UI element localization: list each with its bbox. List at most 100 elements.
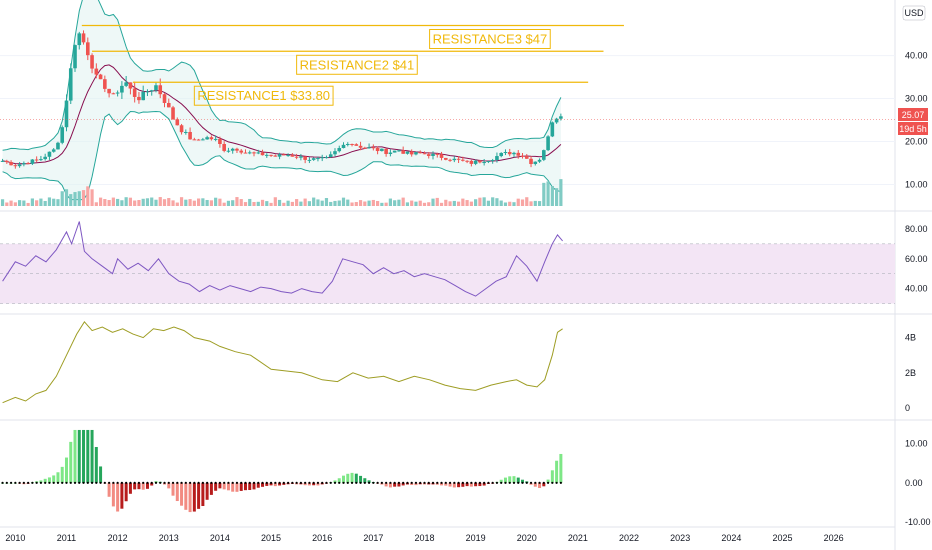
volume-bar	[248, 198, 252, 206]
volume-bar	[358, 200, 363, 206]
candle-body	[158, 85, 163, 95]
volume-bar	[508, 201, 512, 206]
volume-bar	[448, 201, 452, 206]
volume-bar	[22, 200, 26, 206]
volume-bar	[478, 197, 482, 206]
histogram-zero-dot	[312, 481, 315, 484]
volume-bar	[0, 199, 5, 206]
histogram-bar	[86, 429, 90, 483]
volume-bar	[226, 200, 231, 206]
candle-body	[426, 154, 431, 156]
histogram-bar	[465, 482, 469, 487]
candle-body	[316, 158, 320, 160]
candle-body	[51, 149, 56, 152]
x-tick-label: 2024	[721, 533, 741, 543]
histogram-zero-dot	[529, 481, 533, 484]
volume-bar	[295, 199, 299, 206]
candle-body	[537, 159, 542, 162]
volume-bar	[469, 201, 473, 206]
candle-body	[277, 154, 282, 157]
histogram-zero-dot	[500, 481, 503, 484]
histogram-zero-dot	[44, 481, 47, 484]
candle-body	[499, 152, 503, 157]
volume-bar	[30, 198, 34, 206]
histogram-bar	[128, 482, 132, 494]
candle-body	[439, 154, 444, 158]
y-tick-label: 40.00	[905, 284, 928, 294]
histogram-bar	[550, 470, 554, 483]
histogram-zero-dot	[282, 481, 285, 484]
histogram-bar	[82, 429, 86, 483]
x-tick-label: 2018	[414, 533, 434, 543]
histogram-zero-dot	[248, 481, 251, 484]
histogram-zero-dot	[427, 481, 430, 484]
candle-body	[162, 94, 167, 103]
histogram-bar	[111, 482, 115, 507]
histogram-zero-dot	[402, 481, 405, 484]
volume-bar	[94, 202, 98, 206]
volume-bar	[205, 199, 209, 206]
histogram-zero-dot	[223, 481, 226, 484]
volume-bar	[222, 202, 226, 206]
candle-body	[363, 147, 367, 149]
candle-body	[103, 79, 107, 89]
currency-badge[interactable]	[902, 5, 926, 21]
candle-body	[422, 153, 427, 155]
candle-body	[247, 152, 252, 154]
volume-bar	[90, 189, 94, 206]
histogram-zero-dot	[120, 481, 123, 484]
volume-bar	[550, 185, 554, 206]
histogram-zero-dot	[346, 481, 349, 484]
histogram-zero-dot	[329, 481, 332, 484]
histogram-zero-dot	[466, 481, 469, 484]
candle-body	[367, 147, 371, 149]
candle-body	[516, 152, 521, 156]
histogram-zero-dot	[61, 481, 64, 484]
histogram-zero-dot	[295, 481, 298, 484]
candle-body	[495, 156, 499, 161]
candle-body	[380, 148, 384, 152]
histogram-zero-dot	[457, 481, 460, 484]
volume-bar	[444, 199, 448, 206]
volume-bar	[290, 201, 294, 206]
histogram-zero-dot	[27, 481, 30, 484]
histogram-zero-dot	[197, 481, 200, 484]
candle-body	[111, 93, 116, 95]
histogram-zero-dot	[269, 481, 273, 484]
countdown-label: 19d 5h	[899, 124, 927, 134]
x-tick-label: 2014	[210, 533, 230, 543]
histogram-bar	[120, 482, 124, 509]
histogram-bar	[235, 482, 239, 492]
histogram-bar	[448, 482, 452, 487]
candle-body	[507, 152, 512, 155]
histogram-zero-dot	[406, 481, 409, 484]
histogram-zero-dot	[108, 481, 111, 484]
candle-body	[132, 88, 137, 97]
histogram-bar	[312, 482, 316, 486]
histogram-bar	[205, 482, 209, 500]
histogram-zero-dot	[372, 481, 375, 484]
histogram-zero-dot	[517, 481, 520, 484]
volume-bar	[324, 198, 329, 206]
histogram-zero-dot	[90, 481, 94, 484]
x-tick-label: 2023	[670, 533, 690, 543]
candle-body	[350, 143, 354, 145]
histogram-zero-dot	[69, 481, 72, 484]
histogram-zero-dot	[86, 481, 89, 484]
y-tick-label: 0.00	[905, 478, 923, 488]
volume-bar	[235, 197, 239, 206]
volume-bar	[410, 200, 414, 206]
y-tick-label: 20.00	[905, 137, 928, 147]
histogram-bar	[167, 482, 171, 489]
histogram-bar	[214, 482, 218, 491]
histogram-zero-dot	[291, 481, 294, 484]
histogram-zero-dot	[103, 481, 106, 484]
candle-body	[47, 151, 52, 157]
volume-bar	[405, 202, 410, 206]
volume-bar	[286, 200, 290, 206]
candle-body	[290, 155, 295, 157]
volume-bar	[282, 202, 286, 206]
volume-bar	[128, 197, 133, 206]
histogram-pane: 10.00 0.00 -10.00	[1, 429, 931, 527]
